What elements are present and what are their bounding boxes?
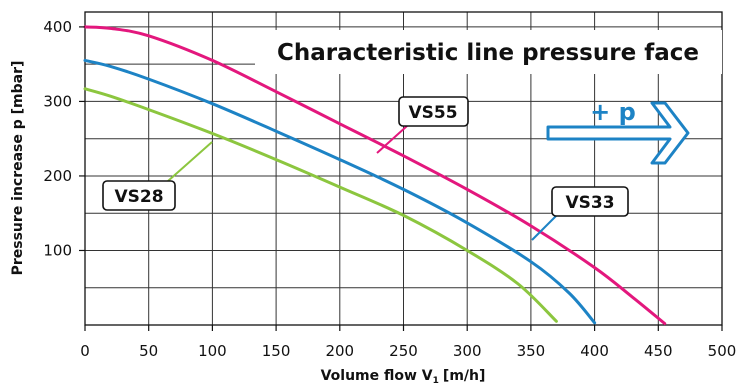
y-axis-title: Pressure increase p [mbar] bbox=[10, 61, 26, 276]
chart-title: Characteristic line pressure face bbox=[277, 40, 699, 66]
series-label-vs55-text: VS55 bbox=[408, 103, 457, 123]
x-tick-label: 350 bbox=[517, 342, 546, 360]
x-tick-label: 50 bbox=[139, 342, 158, 360]
series-label-vs28-text: VS28 bbox=[114, 187, 163, 207]
leader-vs33 bbox=[531, 215, 557, 241]
x-axis-title: Volume flow V1 [m/h] bbox=[321, 368, 486, 385]
series-layer bbox=[83, 25, 667, 325]
pressure-arrow-label: + p bbox=[590, 98, 636, 126]
y-tick-label: 300 bbox=[43, 92, 72, 110]
y-tick-label: 400 bbox=[43, 18, 72, 36]
leader-vs55 bbox=[376, 125, 408, 154]
series-line-vs28 bbox=[83, 87, 558, 323]
series-line-vs55 bbox=[83, 25, 667, 325]
title-box bbox=[255, 30, 722, 74]
series-label-vs28: VS28 bbox=[102, 141, 213, 211]
x-tick-label: 500 bbox=[708, 342, 737, 360]
pressure-arrow-icon: + p bbox=[546, 98, 690, 165]
y-tick-label: 100 bbox=[43, 241, 72, 259]
tick-labels: 0 50 100 150 200 250 300 350 400 450 500 100 200 300 4… bbox=[43, 18, 736, 360]
leader-vs28 bbox=[167, 141, 213, 182]
x-tick-label: 150 bbox=[262, 342, 291, 360]
series-label-vs33: VS33 bbox=[531, 186, 629, 241]
series-label-vs33-text: VS33 bbox=[565, 193, 614, 213]
x-tick-label: 100 bbox=[198, 342, 227, 360]
x-tick-label: 250 bbox=[389, 342, 418, 360]
x-tick-label: 0 bbox=[80, 342, 90, 360]
series-line-vs33 bbox=[83, 58, 597, 325]
y-tick-label: 200 bbox=[43, 167, 72, 185]
x-tick-label: 400 bbox=[580, 342, 609, 360]
x-tick-label: 300 bbox=[453, 342, 482, 360]
series-label-vs55: VS55 bbox=[376, 96, 469, 154]
x-tick-label: 450 bbox=[644, 342, 673, 360]
x-tick-label: 200 bbox=[325, 342, 354, 360]
